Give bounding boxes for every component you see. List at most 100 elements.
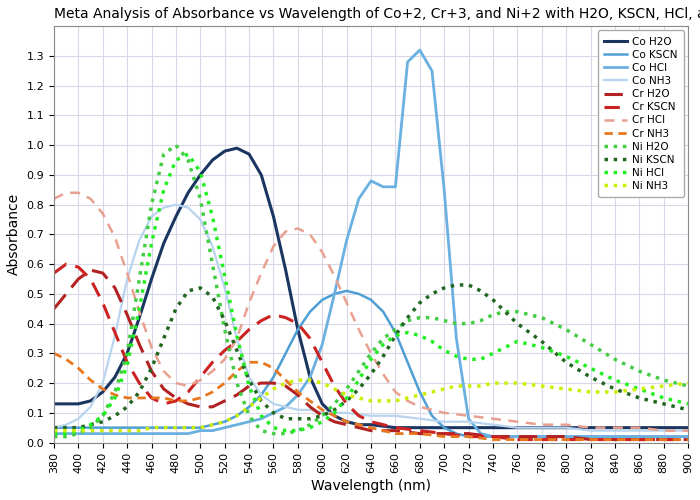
Co HCl — [245, 418, 253, 424]
Co NH3 — [123, 276, 132, 282]
Co H2O — [342, 418, 351, 424]
Ni H2O — [270, 430, 278, 436]
Ni NH3 — [294, 377, 302, 383]
Ni NH3 — [184, 424, 192, 430]
Ni HCl — [196, 169, 204, 175]
Co HCl — [464, 416, 473, 422]
Cr HCl — [367, 350, 375, 356]
Ni HCl — [355, 377, 363, 383]
Cr KSCN — [281, 314, 290, 320]
Co HCl — [318, 342, 326, 347]
Ni NH3 — [477, 383, 485, 389]
Co KSCN — [86, 424, 94, 430]
Ni HCl — [111, 395, 119, 401]
Ni NH3 — [428, 389, 436, 395]
Ni HCl — [391, 332, 400, 338]
Ni HCl — [306, 424, 314, 430]
Legend: Co H2O, Co KSCN, Co HCl, Co NH3, Cr H2O, Cr KSCN, Cr HCl, Cr NH3, Ni H2O, Ni KSC: Co H2O, Co KSCN, Co HCl, Co NH3, Cr H2O,… — [598, 30, 684, 198]
Ni HCl — [62, 430, 71, 436]
Ni NH3 — [306, 377, 314, 383]
Ni NH3 — [172, 424, 180, 430]
Ni H2O — [111, 389, 119, 395]
Cr HCl — [538, 422, 546, 428]
Ni KSCN — [74, 424, 83, 430]
Co KSCN — [196, 424, 204, 430]
Ni H2O — [562, 326, 570, 332]
Cr HCl — [403, 398, 412, 404]
Ni H2O — [172, 142, 180, 148]
Ni NH3 — [135, 428, 143, 434]
Ni H2O — [209, 261, 217, 267]
Co HCl — [379, 184, 387, 190]
Ni H2O — [184, 157, 192, 163]
Ni KSCN — [294, 416, 302, 422]
Cr NH3 — [172, 398, 180, 404]
Ni KSCN — [416, 300, 424, 306]
Cr H2O — [562, 434, 570, 440]
Cr H2O — [367, 428, 375, 434]
Cr HCl — [342, 300, 351, 306]
Cr H2O — [330, 418, 339, 424]
Cr HCl — [391, 389, 400, 395]
Co HCl — [635, 434, 643, 440]
Cr KSCN — [684, 436, 692, 442]
Cr HCl — [330, 273, 339, 279]
Cr KSCN — [489, 434, 497, 440]
Co H2O — [562, 424, 570, 430]
Cr KSCN — [184, 389, 192, 395]
Cr H2O — [184, 401, 192, 407]
Co HCl — [99, 430, 107, 436]
Co NH3 — [111, 332, 119, 338]
Cr H2O — [147, 368, 155, 374]
Ni HCl — [610, 377, 619, 383]
Co NH3 — [99, 380, 107, 386]
Ni H2O — [513, 308, 522, 314]
Co NH3 — [562, 424, 570, 430]
Co NH3 — [684, 428, 692, 434]
Cr H2O — [513, 434, 522, 440]
Cr KSCN — [172, 398, 180, 404]
Ni HCl — [245, 383, 253, 389]
Cr NH3 — [270, 365, 278, 371]
Co HCl — [391, 184, 400, 190]
Co H2O — [62, 401, 71, 407]
Co KSCN — [513, 434, 522, 440]
Co HCl — [135, 430, 143, 436]
Ni HCl — [135, 306, 143, 312]
Cr HCl — [416, 404, 424, 410]
Co KSCN — [62, 424, 71, 430]
Ni HCl — [330, 410, 339, 416]
Cr KSCN — [245, 326, 253, 332]
Cr HCl — [172, 380, 180, 386]
Ni NH3 — [281, 380, 290, 386]
Ni HCl — [684, 401, 692, 407]
Cr NH3 — [610, 436, 619, 442]
Co KSCN — [209, 422, 217, 428]
Ni KSCN — [330, 407, 339, 413]
Co H2O — [587, 424, 595, 430]
Ni KSCN — [367, 371, 375, 377]
Co H2O — [196, 172, 204, 178]
Cr H2O — [99, 270, 107, 276]
Ni H2O — [50, 434, 58, 440]
Ni KSCN — [257, 398, 265, 404]
Ni H2O — [367, 350, 375, 356]
Ni KSCN — [135, 389, 143, 395]
Co NH3 — [342, 410, 351, 416]
Ni NH3 — [659, 383, 668, 389]
Co KSCN — [403, 360, 412, 366]
Ni H2O — [391, 326, 400, 332]
Ni H2O — [428, 314, 436, 320]
Cr KSCN — [464, 434, 473, 440]
Cr HCl — [62, 190, 71, 196]
Co H2O — [330, 413, 339, 419]
Co NH3 — [367, 413, 375, 419]
Cr HCl — [232, 336, 241, 342]
Line: Co HCl: Co HCl — [54, 50, 688, 436]
Cr H2O — [416, 430, 424, 436]
Cr H2O — [635, 436, 643, 442]
Cr KSCN — [160, 401, 168, 407]
Co KSCN — [294, 326, 302, 332]
Cr NH3 — [538, 436, 546, 442]
Ni NH3 — [111, 428, 119, 434]
